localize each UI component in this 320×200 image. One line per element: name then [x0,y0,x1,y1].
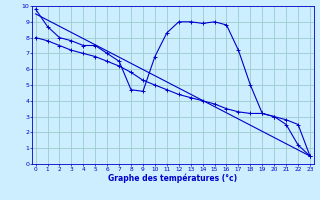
X-axis label: Graphe des températures (°c): Graphe des températures (°c) [108,173,237,183]
